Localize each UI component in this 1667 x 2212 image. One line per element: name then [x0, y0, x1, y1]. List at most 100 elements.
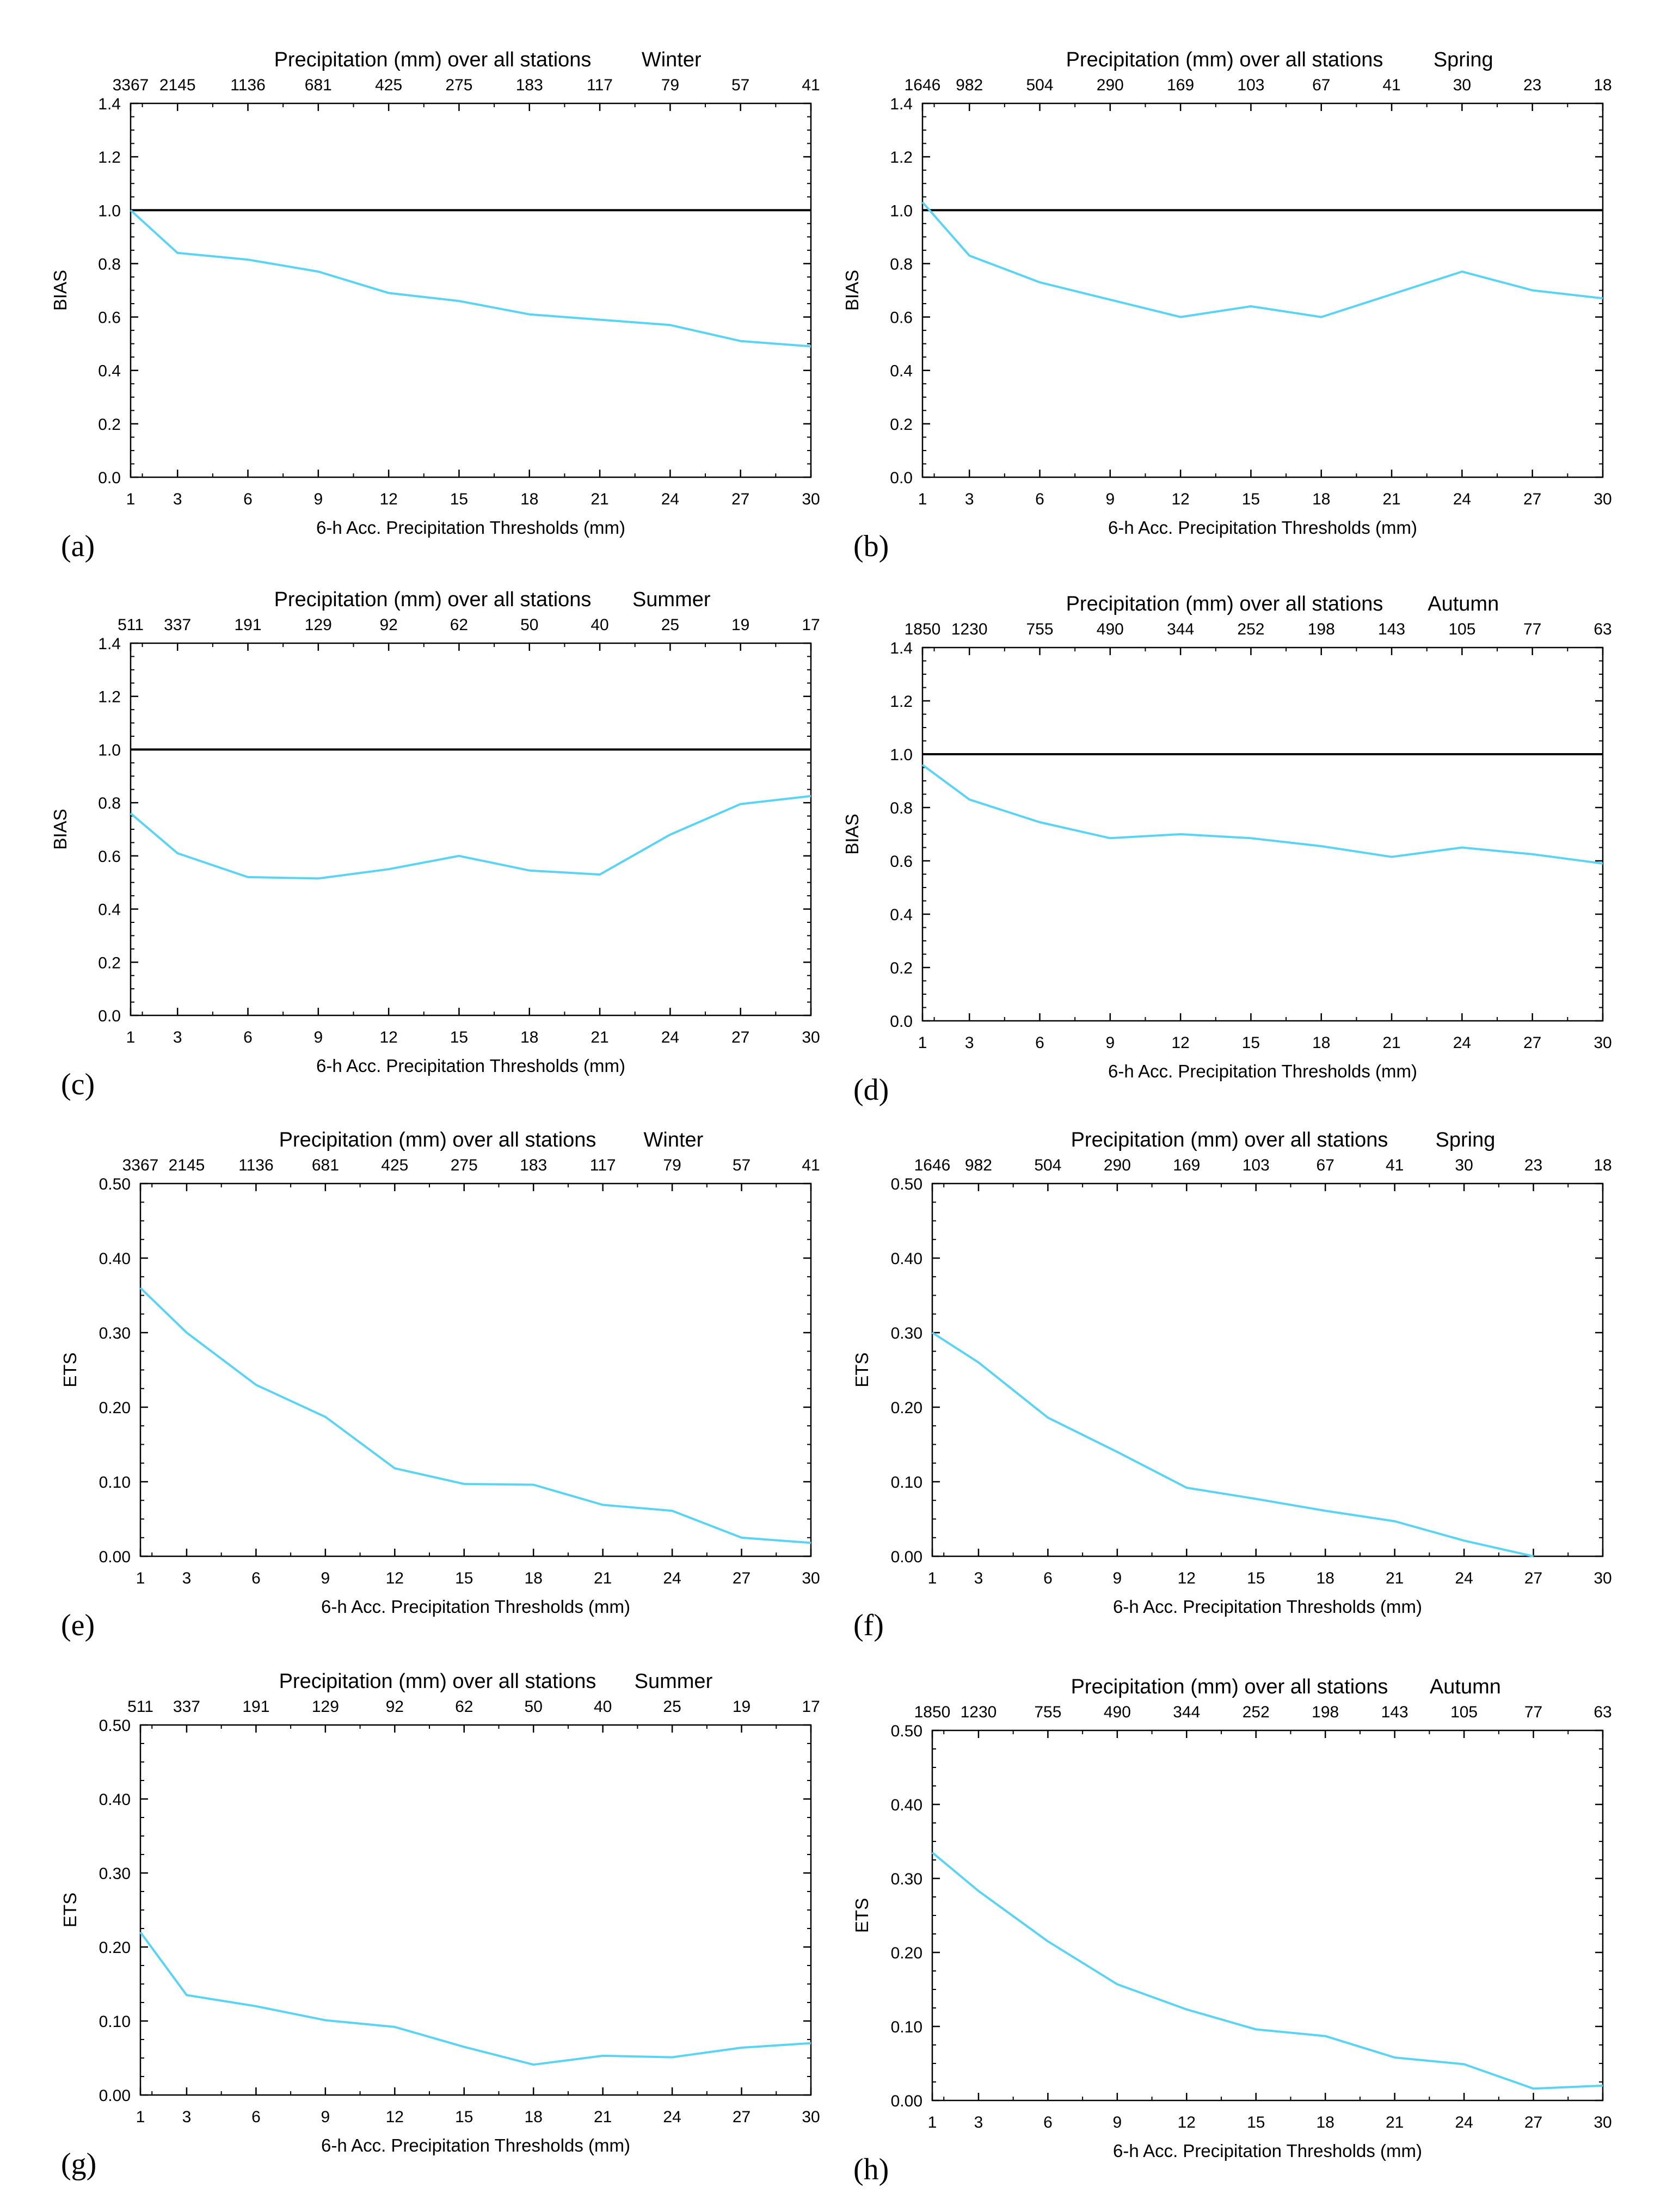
- plot-frame: [130, 102, 812, 478]
- y-tick-label: 0.10: [891, 2018, 922, 2036]
- y-tick-label: 0.0: [98, 1007, 121, 1025]
- x-axis-label: 6-h Acc. Precipitation Thresholds (mm): [1108, 517, 1417, 538]
- top-tick-label: 1136: [238, 1156, 274, 1174]
- x-tick-label: 6: [251, 2108, 261, 2126]
- y-tick-label: 1.0: [890, 746, 913, 764]
- x-axis-label: 6-h Acc. Precipitation Thresholds (mm): [1113, 1597, 1422, 1617]
- x-tick-label: 12: [1171, 1034, 1189, 1052]
- x-tick-label: 15: [1247, 2114, 1265, 2131]
- x-tick-label: 21: [1382, 1034, 1400, 1052]
- top-tick-label: 1230: [951, 620, 988, 638]
- x-tick-label: 21: [594, 1569, 612, 1587]
- top-tick-label: 290: [1097, 76, 1124, 94]
- chart-title: Precipitation (mm) over all stations: [1071, 1675, 1388, 1698]
- panel-label: (b): [853, 529, 889, 563]
- top-tick-label: 129: [312, 1698, 339, 1716]
- top-tick-label: 755: [1034, 1703, 1061, 1721]
- x-tick-label: 1: [918, 1034, 927, 1052]
- y-axis-label: BIAS: [50, 809, 70, 849]
- series-line: [931, 1332, 1534, 1557]
- x-axis-label: 6-h Acc. Precipitation Thresholds (mm): [316, 517, 625, 538]
- x-tick-label: 24: [1453, 490, 1471, 508]
- x-tick-label: 3: [182, 2108, 192, 2126]
- y-tick-label: 1.2: [890, 693, 913, 711]
- y-tick-label: 1.0: [98, 741, 121, 759]
- season-label: Autumn: [1430, 1675, 1501, 1698]
- x-tick-label: 30: [802, 2108, 820, 2126]
- y-axis-label: ETS: [852, 1898, 872, 1933]
- top-tick-label: 504: [1026, 76, 1053, 94]
- top-tick-label: 337: [173, 1698, 200, 1716]
- x-tick-label: 15: [1247, 1569, 1265, 1587]
- panel-e: 0.00 0.10 0.20 0.30 0.40 0.50 1 3367 3 2145 6 1136 9…: [60, 1129, 820, 1642]
- x-tick-label: 27: [1523, 1034, 1541, 1052]
- y-tick-label: 1.0: [890, 202, 913, 220]
- x-tick-label: 1: [126, 1028, 136, 1046]
- y-tick-label: 0.30: [99, 1865, 131, 1883]
- top-tick-label: 117: [587, 76, 613, 94]
- x-tick-label: 18: [520, 490, 538, 508]
- y-tick-label: 0.4: [98, 901, 121, 919]
- panel-g: 0.000.100.200.300.400.501511333761919129…: [60, 1670, 820, 2181]
- top-tick-label: 103: [1242, 1156, 1270, 1174]
- x-tick-label: 1: [126, 490, 136, 508]
- x-tick-label: 12: [379, 490, 397, 508]
- y-tick-label: 0.00: [891, 1548, 922, 1566]
- y-tick-label: 0.20: [891, 1944, 922, 1962]
- season-label: Autumn: [1428, 593, 1499, 615]
- x-tick-label: 6: [1035, 1034, 1044, 1052]
- x-tick-label: 18: [520, 1028, 538, 1046]
- top-tick-label: 3367: [113, 76, 149, 94]
- y-tick-label: 0.4: [890, 906, 913, 924]
- chart-title: Precipitation (mm) over all stations: [274, 48, 592, 71]
- y-tick-label: 1.4: [890, 95, 913, 113]
- x-tick-label: 27: [733, 1569, 751, 1587]
- y-tick-label: 0.40: [891, 1796, 922, 1814]
- top-tick-label: 344: [1167, 620, 1194, 638]
- x-tick-label: 1: [136, 2108, 145, 2126]
- season-label: Winter: [642, 48, 702, 71]
- top-tick-label: 79: [663, 1156, 681, 1174]
- panel-label: (f): [853, 1609, 884, 1642]
- top-tick-label: 143: [1378, 620, 1405, 638]
- panel-f: 0.00 0.10 0.20 0.30 0.40 0.50 1 1646 3 982 6 504 9 29…: [852, 1129, 1612, 1642]
- y-tick-label: 0.00: [99, 1548, 131, 1566]
- season-label: Spring: [1434, 48, 1493, 71]
- panel-label: (c): [61, 1068, 95, 1101]
- top-tick-label: 1646: [914, 1156, 951, 1174]
- top-tick-label: 18: [1594, 76, 1611, 94]
- top-tick-label: 169: [1167, 76, 1194, 94]
- y-tick-label: 0.8: [890, 255, 913, 273]
- top-tick-label: 103: [1237, 76, 1264, 94]
- panel-label: (h): [853, 2153, 889, 2186]
- x-tick-label: 9: [1105, 490, 1115, 508]
- top-tick-label: 511: [127, 1698, 153, 1716]
- y-tick-label: 0.0: [890, 1013, 913, 1031]
- top-tick-label: 105: [1448, 620, 1475, 638]
- y-tick-label: 0.8: [890, 799, 913, 817]
- x-tick-label: 3: [974, 1569, 983, 1587]
- top-tick-label: 17: [802, 1698, 820, 1716]
- top-tick-label: 252: [1242, 1703, 1270, 1721]
- chart-title: Precipitation (mm) over all stations: [1071, 1129, 1388, 1151]
- x-tick-label: 6: [243, 1028, 253, 1046]
- top-tick-label: 2145: [159, 76, 196, 94]
- top-tick-label: 1850: [905, 620, 941, 638]
- series-line: [921, 763, 1603, 865]
- y-tick-label: 0.0: [890, 469, 913, 487]
- panel-d: 0.00.20.40.60.81.01.21.41185031230675594…: [842, 593, 1612, 1107]
- top-tick-label: 77: [1523, 620, 1541, 638]
- top-tick-label: 92: [379, 616, 397, 634]
- y-tick-label: 0.4: [890, 362, 913, 380]
- top-tick-label: 41: [1386, 1156, 1404, 1174]
- plot-frame: [139, 1724, 812, 2096]
- y-tick-label: 0.2: [890, 416, 913, 434]
- x-tick-label: 9: [1113, 2114, 1122, 2131]
- y-tick-label: 0.6: [98, 848, 121, 866]
- x-tick-label: 6: [243, 490, 253, 508]
- x-tick-label: 15: [450, 490, 468, 508]
- x-tick-label: 21: [1386, 1569, 1404, 1587]
- top-tick-label: 1646: [905, 76, 941, 94]
- top-tick-label: 23: [1524, 1156, 1542, 1174]
- top-tick-label: 183: [516, 76, 543, 94]
